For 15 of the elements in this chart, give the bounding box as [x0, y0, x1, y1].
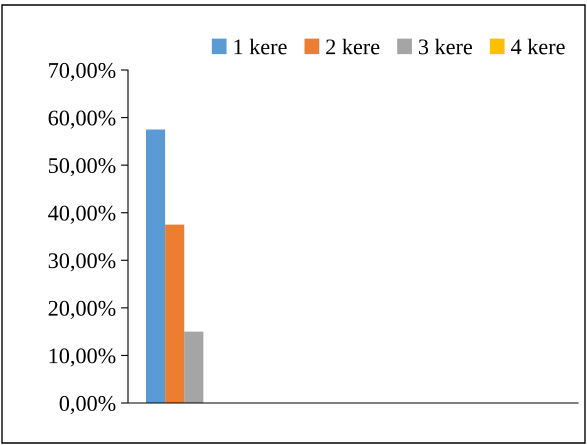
legend-label: 3 kere: [418, 38, 472, 54]
y-tick-label: 70,00%: [49, 62, 116, 82]
y-tick-label: 0,00%: [60, 396, 116, 414]
y-tick-label: 30,00%: [48, 253, 116, 272]
legend-label: 1 kere: [234, 38, 287, 54]
y-tick-label: 60,00%: [48, 110, 116, 129]
bar: [165, 224, 184, 403]
y-tick-label: 10,00%: [50, 348, 116, 367]
legend-label: 4 kere: [511, 38, 565, 54]
y-tick-label: 20,00%: [48, 300, 116, 319]
bar: [146, 129, 166, 403]
bar: [184, 332, 204, 403]
legend-label: 2 kere: [326, 38, 380, 54]
y-tick-label: 40,00%: [48, 206, 116, 224]
y-tick-label: 50,00%: [48, 158, 116, 176]
